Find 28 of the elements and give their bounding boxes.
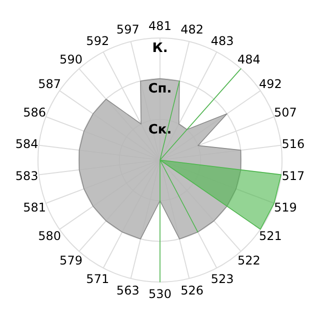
spoke-label: 507 [274, 105, 297, 120]
spoke-label: 492 [258, 76, 282, 91]
spoke-label: 530 [148, 287, 172, 302]
spoke-label: 586 [23, 105, 46, 120]
spoke-label: 587 [38, 76, 62, 91]
y-tick-label: К. [152, 41, 168, 56]
spoke-label: 516 [282, 136, 305, 151]
spoke-label: 481 [148, 18, 172, 33]
spoke-label: 519 [274, 200, 297, 215]
spoke-label: 590 [60, 52, 82, 67]
spoke-label: 526 [180, 283, 204, 298]
spoke-label: 579 [60, 253, 82, 268]
spoke-label: 483 [210, 34, 234, 48]
spoke-label: 563 [116, 283, 140, 298]
spoke-label: 571 [86, 272, 110, 286]
spoke-label: 482 [180, 22, 204, 37]
spoke-label: 521 [258, 229, 282, 244]
spoke-label: 523 [210, 272, 234, 286]
spoke-label: 580 [38, 229, 62, 244]
spoke-label: 597 [116, 22, 140, 37]
spoke-label: 484 [238, 52, 260, 67]
spoke-label: 522 [238, 253, 260, 268]
y-tick-label: Сп. [148, 82, 172, 97]
spoke-label: 517 [282, 169, 305, 184]
spoke-label: 581 [23, 200, 46, 215]
spoke-label: 584 [15, 136, 38, 151]
spoke-label: 583 [15, 169, 38, 184]
spoke-label: 592 [86, 34, 110, 48]
